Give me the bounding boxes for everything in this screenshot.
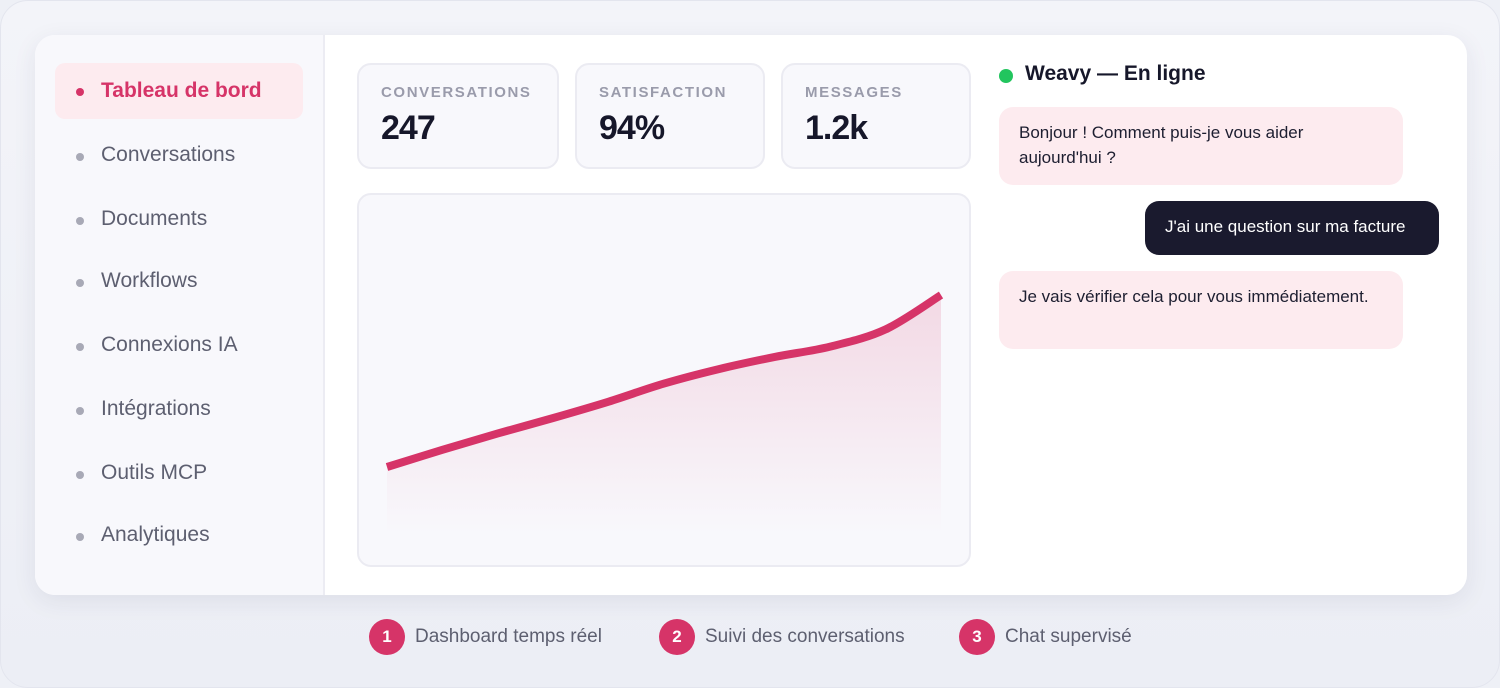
sidebar-item-label: Workflows (101, 269, 198, 292)
bullet-icon (76, 407, 84, 415)
chat-message-bot: Bonjour ! Comment puis-je vous aider auj… (999, 107, 1403, 185)
sidebar-item-label: Analytiques (101, 523, 210, 546)
stat-label: MESSAGES (805, 84, 903, 101)
app-window: Tableau de bord Conversations Documents … (35, 35, 1467, 595)
stat-label: CONVERSATIONS (381, 84, 532, 101)
stat-value: 94% (599, 109, 665, 147)
sidebar-item-label: Intégrations (101, 397, 211, 420)
feature-number-badge: 1 (369, 619, 405, 655)
sidebar-item-documents[interactable]: Documents (55, 191, 303, 247)
bullet-icon (76, 533, 84, 541)
sidebar-item-workflows[interactable]: Workflows (55, 253, 303, 309)
chat-title: Weavy — En ligne (1025, 62, 1206, 85)
stat-value: 247 (381, 109, 436, 147)
trend-chart (357, 193, 971, 567)
chat-message-user: J'ai une question sur ma facture (1145, 201, 1439, 255)
trend-chart-svg (385, 291, 944, 535)
stat-card-satisfaction: SATISFACTION 94% (575, 63, 765, 169)
stat-label: SATISFACTION (599, 84, 728, 101)
feature-number-badge: 3 (959, 619, 995, 655)
sidebar-item-outils-mcp[interactable]: Outils MCP (55, 445, 303, 501)
stat-value: 1.2k (805, 109, 868, 147)
sidebar-item-label: Conversations (101, 143, 236, 166)
sidebar-item-connexions-ia[interactable]: Connexions IA (55, 317, 303, 373)
active-bullet-icon (76, 88, 84, 96)
feature-item-chat: 3 Chat supervisé (959, 619, 1132, 655)
bullet-icon (76, 217, 84, 225)
feature-label: Suivi des conversations (705, 626, 905, 647)
bullet-icon (76, 279, 84, 287)
online-status-icon (999, 69, 1013, 83)
chat-message-bot: Je vais vérifier cela pour vous immédiat… (999, 271, 1403, 349)
bullet-icon (76, 343, 84, 351)
feature-label: Dashboard temps réel (415, 626, 602, 647)
bullet-icon (76, 153, 84, 161)
feature-number-badge: 2 (659, 619, 695, 655)
sidebar-item-tableau-de-bord[interactable]: Tableau de bord (55, 63, 303, 119)
sidebar-item-conversations[interactable]: Conversations (55, 127, 303, 183)
sidebar-item-label: Documents (101, 207, 208, 230)
chart-series-line (385, 291, 944, 471)
stat-card-conversations: CONVERSATIONS 247 (357, 63, 559, 169)
stat-card-messages: MESSAGES 1.2k (781, 63, 971, 169)
sidebar: Tableau de bord Conversations Documents … (35, 35, 325, 595)
sidebar-item-analytiques[interactable]: Analytiques (55, 507, 303, 563)
sidebar-item-label: Connexions IA (101, 333, 238, 356)
chat-header: Weavy — En ligne (999, 61, 1206, 87)
sidebar-item-label: Tableau de bord (101, 79, 262, 102)
feature-item-dashboard: 1 Dashboard temps réel (369, 619, 602, 655)
feature-item-suivi: 2 Suivi des conversations (659, 619, 905, 655)
sidebar-item-label: Outils MCP (101, 461, 208, 484)
bullet-icon (76, 471, 84, 479)
feature-label: Chat supervisé (1005, 626, 1132, 647)
chart-area-fill (387, 295, 941, 535)
sidebar-item-integrations[interactable]: Intégrations (55, 381, 303, 437)
